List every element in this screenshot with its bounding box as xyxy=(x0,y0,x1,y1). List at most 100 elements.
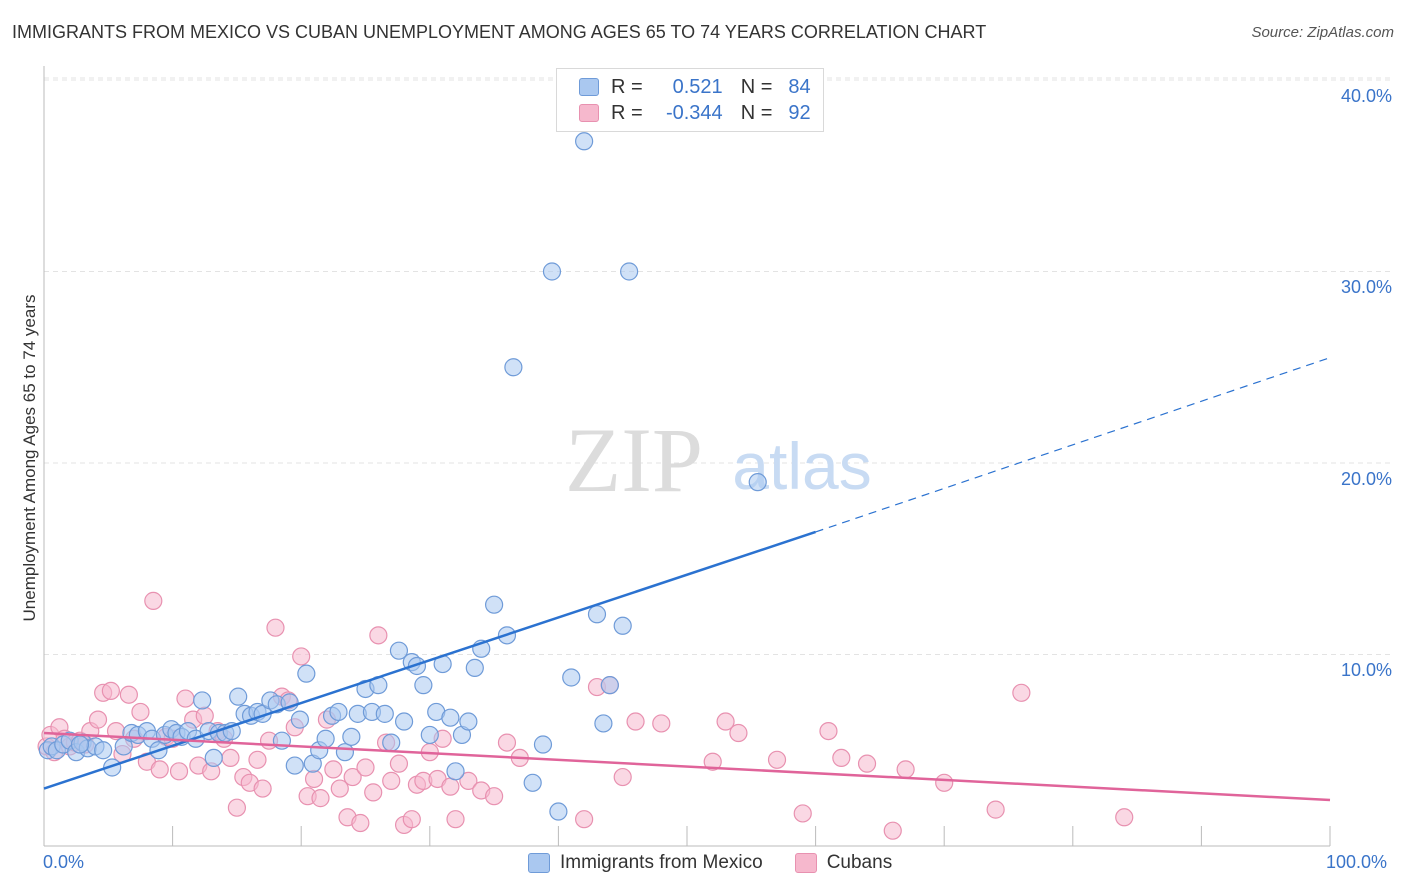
cubans-point xyxy=(896,760,915,779)
cubans-point xyxy=(819,721,838,741)
mexico-point xyxy=(420,725,439,745)
legend-label-cubans[interactable]: Cubans xyxy=(826,852,893,873)
mexico-point xyxy=(204,748,223,768)
cubans-point xyxy=(832,748,851,768)
x-tick-label: 100.0% xyxy=(1326,852,1388,872)
legend-n-value: 92 xyxy=(788,101,811,124)
mexico-point xyxy=(342,727,361,746)
mexico-point xyxy=(620,262,639,281)
mexico-point xyxy=(575,132,594,151)
cubans-point xyxy=(176,689,195,708)
cubans-point xyxy=(364,783,383,802)
cubans-point xyxy=(729,723,748,743)
cubans-point xyxy=(248,750,267,769)
mexico-point xyxy=(446,762,465,781)
cubans-point xyxy=(330,779,349,798)
watermark: ZIP atlas xyxy=(565,409,872,511)
y-tick-label: 10.0% xyxy=(1340,660,1392,680)
correlation-legend: R = 0.521 N = 84 R = -0.344 N = 92 xyxy=(556,68,824,132)
cubans-point xyxy=(1012,683,1031,702)
cubans-point xyxy=(626,712,645,731)
y-axis-label: Unemployment Among Ages 65 to 74 years xyxy=(20,294,39,622)
cubans-point xyxy=(221,748,240,768)
cubans-point xyxy=(497,733,517,752)
mexico-point xyxy=(523,773,542,792)
cubans-point xyxy=(304,769,324,789)
cubans-point xyxy=(119,685,138,704)
mexico-point xyxy=(549,802,568,821)
cubans-point xyxy=(986,800,1005,819)
mexico-point xyxy=(70,735,90,754)
legend-n-label: N = xyxy=(740,75,773,98)
y-tick-label: 30.0% xyxy=(1340,277,1392,297)
cubans-point xyxy=(131,702,150,722)
cubans-point xyxy=(459,771,478,790)
cubans-point xyxy=(351,813,370,833)
legend-n-label: N = xyxy=(740,101,773,124)
mexico-point xyxy=(407,656,427,676)
mexico-point xyxy=(600,676,619,695)
legend-swatch-mexico xyxy=(528,853,550,873)
legend-label-mexico[interactable]: Immigrants from Mexico xyxy=(560,852,763,873)
cubans-point xyxy=(101,681,120,700)
legend-swatch-blue xyxy=(579,78,599,96)
series-cubans-points xyxy=(37,591,1134,840)
mexico-point xyxy=(297,664,316,683)
cubans-point xyxy=(716,712,735,731)
cubans-point xyxy=(227,798,246,817)
legend-r-label: R = xyxy=(611,75,643,98)
legend-swatch-pink xyxy=(579,104,599,122)
cubans-point xyxy=(150,760,169,779)
legend-row-cubans: R = -0.344 N = 92 xyxy=(579,101,811,125)
trend-lines xyxy=(43,357,1331,802)
cubans-point xyxy=(446,810,465,829)
chart-title: IMMIGRANTS FROM MEXICO VS CUBAN UNEMPLOY… xyxy=(12,22,987,42)
watermark-atlas: atlas xyxy=(732,429,871,503)
cubans-point xyxy=(793,804,812,823)
mexico-point xyxy=(316,729,335,748)
mexico-point xyxy=(748,473,767,492)
mexico-point xyxy=(465,658,484,678)
cubans-point xyxy=(324,760,343,779)
cubans-point xyxy=(767,750,787,769)
cubans-point xyxy=(292,647,311,666)
mexico-point xyxy=(329,702,348,722)
axes xyxy=(43,66,1331,847)
cubans-point xyxy=(253,779,272,798)
legend-n-value: 84 xyxy=(788,75,811,98)
source-label[interactable]: Source: ZipAtlas.com xyxy=(1251,24,1394,41)
cubans-point xyxy=(311,789,330,808)
cubans-point xyxy=(703,752,722,771)
mexico-point xyxy=(542,262,562,281)
mexico-point xyxy=(375,704,394,723)
x-tick-label: 0.0% xyxy=(43,852,85,872)
legend-r-value: -0.344 xyxy=(665,101,723,124)
cubans-point xyxy=(485,787,504,806)
mexico-point xyxy=(613,616,632,635)
mexico-point xyxy=(562,668,581,687)
cubans-point xyxy=(356,758,375,777)
cubans-point xyxy=(195,706,214,725)
mexico-point xyxy=(594,714,613,733)
mexico-point xyxy=(394,712,414,731)
mexico-point xyxy=(504,358,523,377)
mexico-point xyxy=(459,712,478,731)
legend-row-mexico: R = 0.521 N = 84 xyxy=(579,75,811,99)
cubans-trend-line xyxy=(43,731,1331,802)
mexico-point xyxy=(441,708,460,727)
cubans-point xyxy=(613,767,632,787)
mexico-trend-extension xyxy=(815,357,1331,533)
mexico-point xyxy=(382,733,401,752)
cubans-point xyxy=(369,626,388,645)
mexico-point xyxy=(485,595,504,614)
mexico-point xyxy=(414,676,433,695)
cubans-point xyxy=(169,762,189,781)
cubans-point xyxy=(575,810,594,829)
cubans-point xyxy=(382,771,401,790)
mexico-trend-line xyxy=(43,530,816,790)
mexico-point xyxy=(389,641,409,660)
cubans-point xyxy=(88,710,108,729)
mexico-point xyxy=(94,741,113,760)
y-tick-label: 40.0% xyxy=(1340,86,1392,106)
